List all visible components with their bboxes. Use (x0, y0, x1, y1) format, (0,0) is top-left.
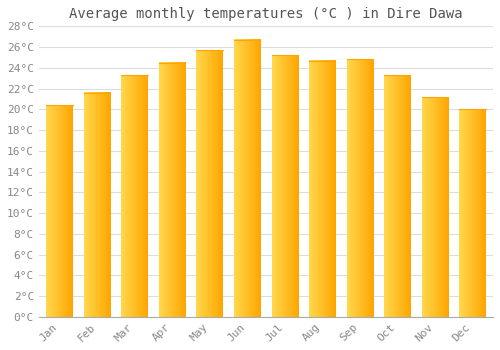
Title: Average monthly temperatures (°C ) in Dire Dawa: Average monthly temperatures (°C ) in Di… (69, 7, 462, 21)
